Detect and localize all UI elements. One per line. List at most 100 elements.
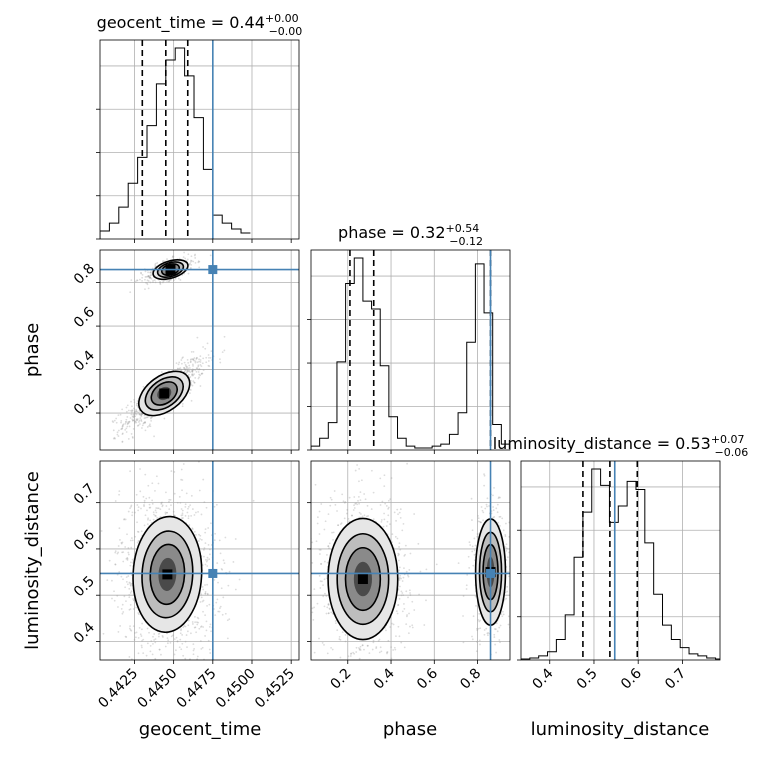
sample-point [186,370,188,373]
sample-point [197,368,200,371]
sample-point [121,612,124,615]
sample-point [387,499,390,502]
sample-point [140,507,142,510]
sample-point [193,381,196,384]
sample-point [112,429,115,432]
sample-point [191,621,194,623]
sample-point [126,583,129,586]
sample-point [359,645,362,648]
sample-point [126,559,129,561]
sample-point [121,432,124,435]
sample-point [127,575,130,577]
sample-point [208,603,211,606]
sample-point [390,622,393,625]
sample-point [405,570,408,573]
sample-point [136,418,139,420]
sample-point [221,351,224,354]
sample-point [131,511,134,514]
sample-point [196,367,199,370]
sample-point [195,356,198,359]
sample-point [118,527,121,530]
sample-point [131,558,134,561]
sample-point [191,527,194,530]
sample-point [161,260,164,263]
truth-marker [208,568,218,578]
sample-point [505,549,508,552]
sample-point [129,470,132,473]
sample-point [333,490,336,492]
sample-point [411,624,414,627]
sample-point [124,428,127,431]
sample-point [318,548,321,551]
sample-point [144,473,147,476]
sample-point [169,691,171,693]
sample-point [144,276,147,278]
sample-point [499,624,502,627]
sample-point [214,532,217,535]
sample-point [210,522,212,525]
sample-point [125,410,128,413]
sample-point [129,628,132,631]
sample-point [197,371,200,373]
sample-point [354,469,357,472]
sample-point [471,550,474,553]
sample-point [144,281,147,284]
sample-point [201,586,204,588]
sample-point [353,496,356,498]
sample-point [160,653,162,656]
sample-point [132,625,135,628]
sample-point [478,520,481,523]
sample-point [138,423,141,425]
sample-point [120,575,123,578]
sample-point [121,408,124,411]
sample-point [389,523,391,526]
sample-point [116,433,119,436]
sample-point [147,274,150,277]
sample-point [144,288,146,291]
sample-point [398,579,401,582]
sample-point [355,502,358,505]
sample-point [502,610,504,613]
sample-point [358,511,361,514]
scatter-panel-geocent_time-phase [96,249,300,454]
sample-point [457,562,460,565]
sample-point [199,538,201,540]
sample-point [330,498,333,501]
sample-point [130,582,133,585]
sample-point [147,517,149,520]
sample-point [194,253,197,256]
sample-point [340,522,343,525]
sample-point [408,612,410,615]
sample-point [202,357,205,360]
sample-point [396,508,399,511]
sample-point [511,577,513,579]
sample-point [386,652,388,655]
sample-point [128,425,131,428]
sample-point [311,607,314,610]
sample-point [368,652,371,655]
sample-point [199,385,202,387]
sample-point [344,633,347,636]
sample-point [337,665,339,667]
sample-point [323,643,325,646]
sample-point [190,514,193,517]
sample-point [136,402,139,405]
sample-point [150,420,153,422]
sample-point [492,506,495,508]
sample-point [193,357,196,359]
sample-point [188,369,191,372]
sample-point [200,647,203,650]
sample-point [138,410,141,412]
sample-point [113,436,116,439]
sample-point [330,646,332,649]
sample-point [190,263,193,266]
sample-point [465,584,468,587]
sample-point [341,493,344,496]
sample-point [383,485,386,488]
sample-point [320,563,322,565]
sample-point [182,654,185,657]
sample-point [113,590,115,593]
sample-point [358,648,361,651]
sample-point [116,594,119,597]
sample-point [134,420,136,423]
